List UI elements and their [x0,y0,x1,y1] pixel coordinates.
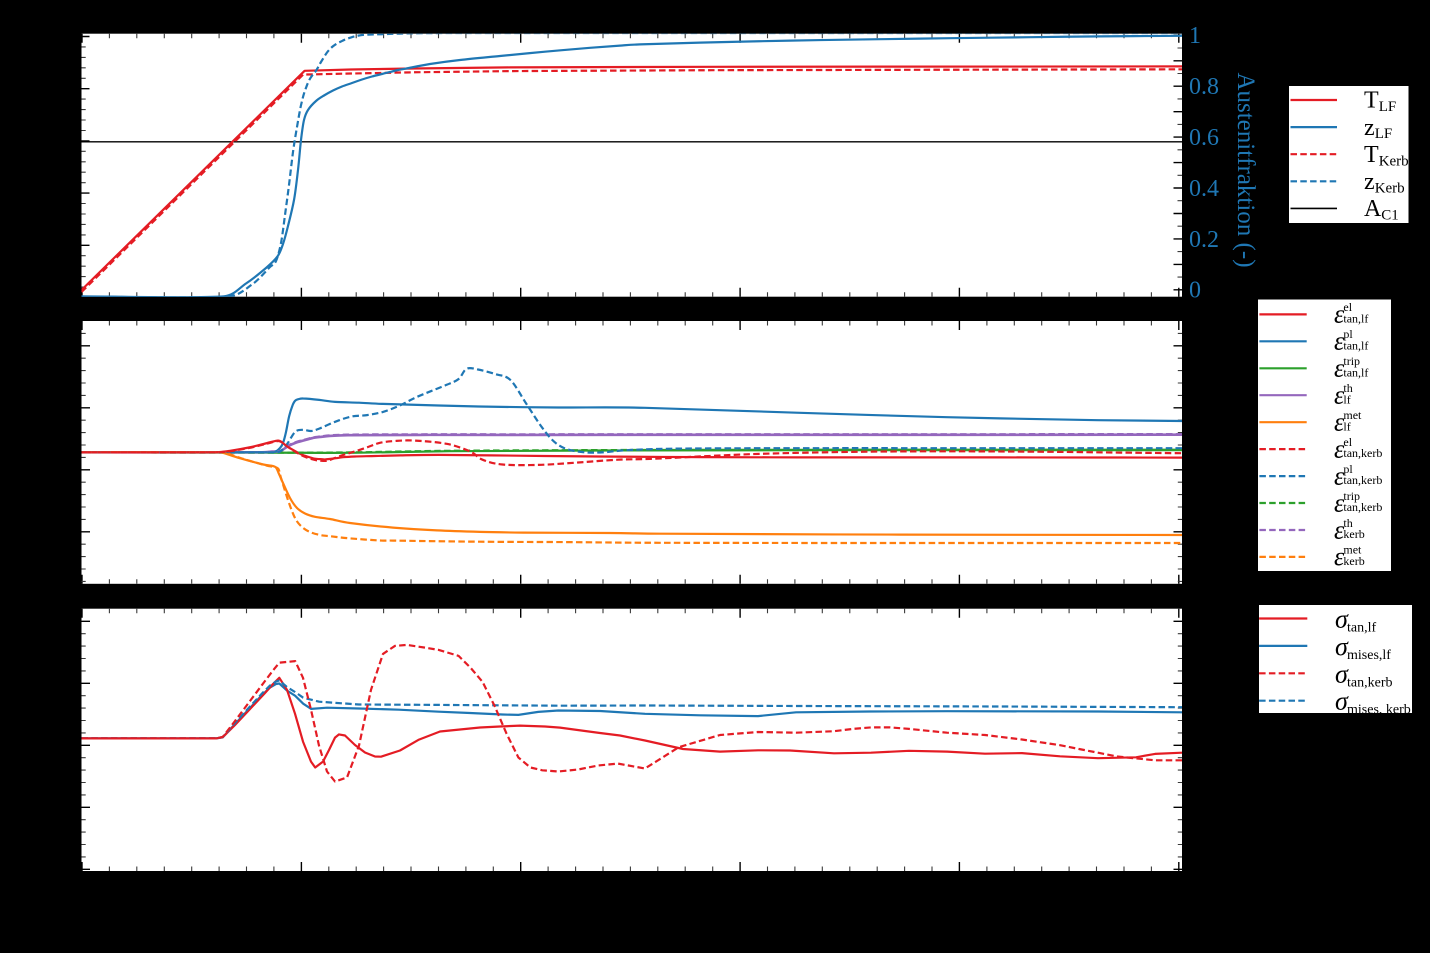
svg-text:Austenitfraktion (-): Austenitfraktion (-) [1232,72,1259,267]
svg-text:lf: lf [1343,392,1350,406]
svg-text:LF: LF [1375,126,1393,142]
svg-text:A: A [1364,196,1382,222]
svg-text:mises,lf: mises,lf [1347,648,1391,663]
svg-text:tan,kerb: tan,kerb [1343,446,1382,460]
svg-text:tan,kerb: tan,kerb [1343,500,1382,514]
svg-text:ε: ε [1334,300,1345,329]
svg-text:ε: ε [1334,515,1345,544]
svg-text:0.6: 0.6 [1189,125,1219,151]
svg-text:ε: ε [1334,354,1345,383]
svg-text:met: met [1343,408,1362,422]
svg-text:met: met [1343,543,1362,557]
svg-text:tan,lf: tan,lf [1343,338,1368,352]
svg-text:z: z [1364,169,1375,195]
svg-text:tan,lf: tan,lf [1343,312,1368,326]
svg-text:σ: σ [1335,659,1349,688]
svg-text:0.4: 0.4 [1189,176,1219,202]
svg-text:lf: lf [1343,419,1350,433]
svg-text:mises, kerb: mises, kerb [1347,703,1411,718]
svg-text:ε: ε [1334,488,1345,517]
svg-text:kerb: kerb [1343,527,1364,541]
svg-text:0.2: 0.2 [1189,227,1219,253]
svg-text:tan,kerb: tan,kerb [1343,473,1382,487]
svg-text:ε: ε [1334,434,1345,463]
svg-text:Kerb: Kerb [1379,153,1409,169]
svg-text:T: T [1364,88,1379,114]
svg-text:T: T [1364,142,1379,168]
svg-text:trip: trip [1343,354,1360,368]
svg-text:0.8: 0.8 [1189,74,1219,100]
svg-text:ε: ε [1334,408,1345,437]
svg-text:0: 0 [1189,278,1201,304]
svg-text:tan,kerb: tan,kerb [1347,675,1392,690]
svg-text:el: el [1343,435,1352,449]
svg-text:trip: trip [1343,489,1360,503]
svg-text:th: th [1343,381,1352,395]
svg-text:tan,lf: tan,lf [1347,621,1376,636]
svg-text:tan,lf: tan,lf [1343,365,1368,379]
svg-text:ε: ε [1334,461,1345,490]
svg-text:LF: LF [1379,99,1397,115]
svg-text:th: th [1343,516,1352,530]
svg-text:ε: ε [1334,327,1345,356]
svg-text:kerb: kerb [1343,554,1364,568]
svg-text:el: el [1343,300,1352,314]
svg-text:σ: σ [1335,605,1349,634]
svg-text:1: 1 [1189,23,1201,49]
svg-text:C1: C1 [1381,208,1399,224]
svg-text:Kerb: Kerb [1375,180,1405,196]
svg-text:pl: pl [1343,327,1353,341]
svg-text:ε: ε [1334,542,1345,571]
svg-text:σ: σ [1335,632,1349,661]
svg-text:ε: ε [1334,381,1345,410]
svg-text:σ: σ [1335,687,1349,716]
svg-text:z: z [1364,115,1375,141]
svg-text:pl: pl [1343,462,1353,476]
